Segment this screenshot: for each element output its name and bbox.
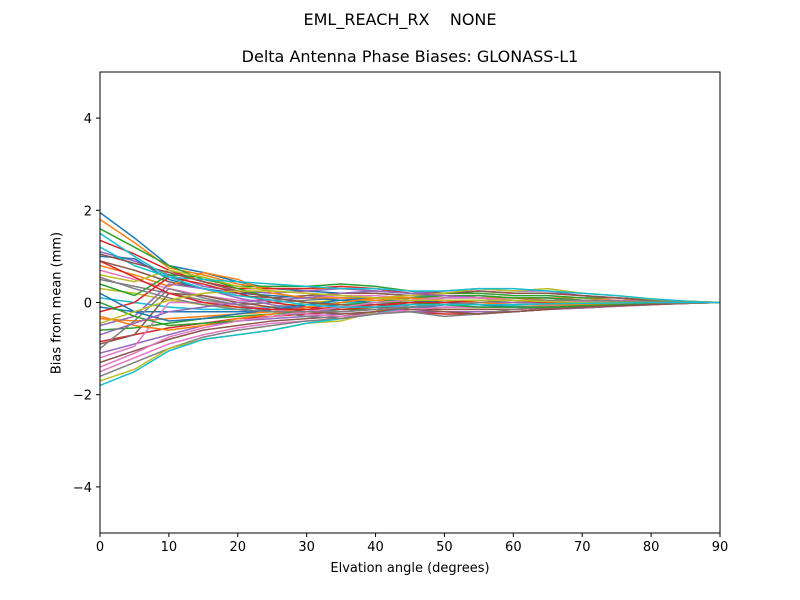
series-line [100,246,720,304]
series-line [100,276,720,313]
x-tick-label: 50 [436,540,453,555]
y-tick-label: −4 [73,481,92,496]
chart-title: Delta Antenna Phase Biases: GLONASS-L1 [241,47,579,66]
x-tick-label: 30 [298,540,315,555]
x-tick-label: 80 [643,540,660,555]
series-line [100,211,720,304]
y-tick-label: −2 [73,389,92,404]
y-tick-label: 0 [84,297,92,312]
x-tick-label: 90 [712,540,729,555]
y-axis-label: Bias from mean (mm) [49,231,65,375]
series-line [100,301,720,387]
series-line [100,297,720,331]
axes: 0 10 20 30 40 50 60 70 80 90 −4 −2 0 2 4 [73,71,729,555]
series-lines [100,211,720,387]
x-tick-label: 20 [230,540,247,555]
x-axis-label: Elvation angle (degrees) [330,561,490,576]
y-tick-label: 2 [84,204,92,219]
series-line [100,301,720,377]
series-line [100,253,720,315]
figure-suptitle: EML_REACH_RX NONE [303,10,497,29]
x-tick-label: 0 [96,540,104,555]
x-tick-label: 70 [574,540,591,555]
series-line [100,232,720,308]
x-tick-label: 60 [505,540,522,555]
series-line [100,218,720,304]
series-line [100,301,720,382]
x-tick-label: 10 [161,540,178,555]
y-tick-label: 4 [84,112,92,127]
series-line [100,301,720,373]
x-tick-label: 40 [367,540,384,555]
